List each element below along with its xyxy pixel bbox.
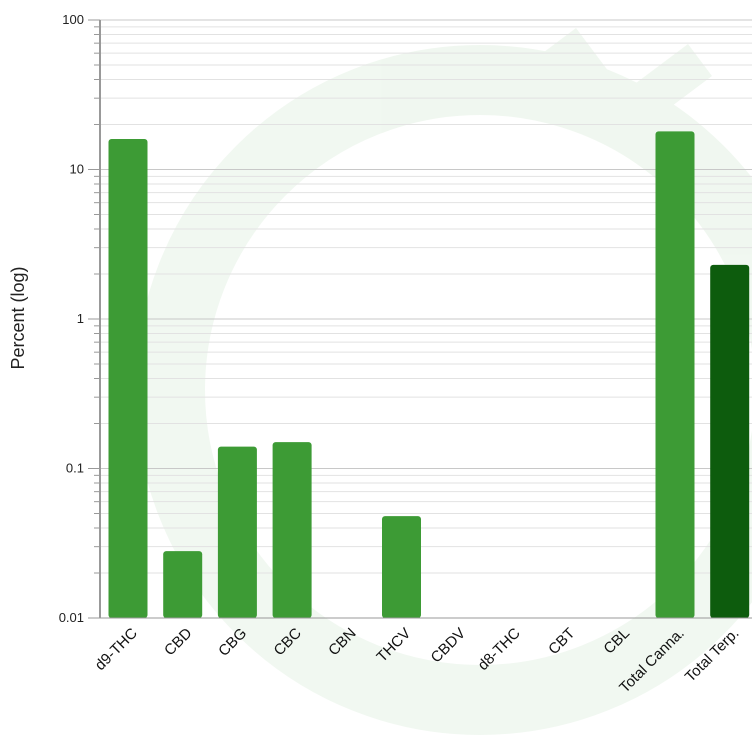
y-tick-label: 1: [77, 311, 84, 326]
x-tick-label: d9-THC: [92, 625, 141, 674]
bar: [163, 551, 203, 618]
bar: [217, 446, 257, 618]
y-tick-label: 0.01: [59, 610, 84, 625]
axes: [88, 19, 752, 619]
y-tick-labels: 100 10 1 0.1 0.01: [59, 12, 84, 625]
bar: [272, 442, 312, 618]
bars: [108, 131, 750, 618]
y-tick-label: 10: [70, 162, 84, 177]
watermark: [135, 28, 752, 735]
bar: [655, 131, 695, 618]
x-tick-label: CBD: [161, 625, 196, 660]
y-tick-label: 0.1: [66, 461, 84, 476]
bar: [382, 516, 421, 618]
x-tick-label: CBDV: [428, 625, 469, 666]
bar: [108, 138, 148, 618]
y-tick-label: 100: [62, 12, 84, 27]
bar: [710, 264, 750, 618]
y-axis-title: Percent (log): [8, 266, 28, 369]
grid-lines: [100, 19, 752, 619]
